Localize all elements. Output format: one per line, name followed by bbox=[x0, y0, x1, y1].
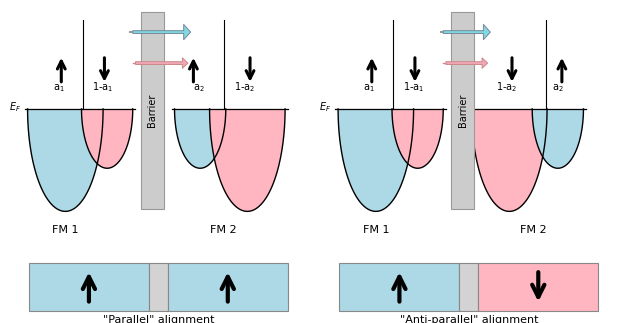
Polygon shape bbox=[392, 109, 443, 168]
Text: Barrier: Barrier bbox=[147, 94, 157, 127]
Text: $E_F$: $E_F$ bbox=[319, 101, 332, 114]
Text: 1-a$_2$: 1-a$_2$ bbox=[496, 80, 517, 94]
Polygon shape bbox=[81, 109, 133, 168]
Bar bbox=[478, 263, 598, 311]
Text: 1-a$_1$: 1-a$_1$ bbox=[93, 80, 114, 94]
Text: FM 2: FM 2 bbox=[520, 225, 547, 235]
Bar bbox=[460, 263, 478, 311]
Polygon shape bbox=[532, 109, 584, 168]
Polygon shape bbox=[338, 109, 414, 211]
Polygon shape bbox=[209, 109, 285, 211]
Bar bbox=[141, 12, 164, 209]
Bar bbox=[149, 263, 168, 311]
Bar bbox=[168, 263, 288, 311]
Text: "Parallel" alignment: "Parallel" alignment bbox=[102, 315, 214, 323]
Text: "Anti-parallel" alignment: "Anti-parallel" alignment bbox=[399, 315, 538, 323]
Text: a$_1$: a$_1$ bbox=[363, 82, 375, 94]
Polygon shape bbox=[27, 109, 103, 211]
Text: FM 1: FM 1 bbox=[363, 225, 389, 235]
Text: 1-a$_2$: 1-a$_2$ bbox=[234, 80, 255, 94]
Text: a$_2$: a$_2$ bbox=[552, 82, 564, 94]
Text: FM 2: FM 2 bbox=[211, 225, 237, 235]
Text: $E_F$: $E_F$ bbox=[9, 101, 21, 114]
Text: Barrier: Barrier bbox=[458, 94, 468, 127]
Text: 1-a$_1$: 1-a$_1$ bbox=[403, 80, 424, 94]
Polygon shape bbox=[175, 109, 226, 168]
Text: a$_2$: a$_2$ bbox=[193, 82, 204, 94]
Text: a$_1$: a$_1$ bbox=[53, 82, 65, 94]
Polygon shape bbox=[471, 109, 547, 211]
Bar bbox=[340, 263, 460, 311]
Text: FM 1: FM 1 bbox=[52, 225, 79, 235]
Bar bbox=[29, 263, 149, 311]
Bar bbox=[451, 12, 474, 209]
